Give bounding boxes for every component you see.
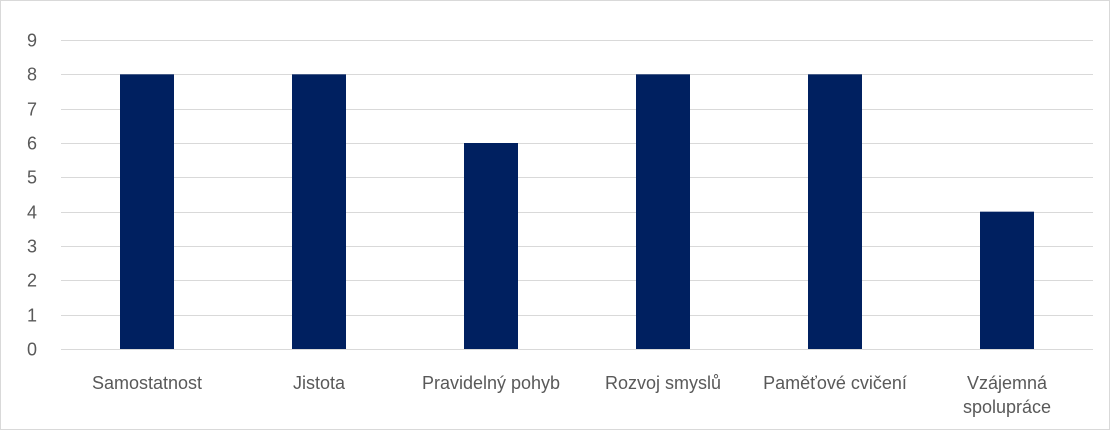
y-tick-label: 2	[27, 271, 37, 291]
bar	[808, 74, 862, 349]
y-tick-label: 5	[27, 168, 37, 188]
y-tick-label: 3	[27, 237, 37, 257]
bar	[980, 211, 1034, 349]
y-tick-label: 8	[27, 65, 37, 85]
x-tick-label: Vzájemná	[967, 373, 1048, 393]
y-tick-label: 6	[27, 134, 37, 154]
x-tick-label: Jistota	[293, 373, 346, 393]
x-tick-label: Paměťové cvičení	[763, 373, 907, 393]
bar	[464, 143, 518, 349]
y-tick-label: 9	[27, 31, 37, 51]
y-tick-label: 0	[27, 340, 37, 360]
x-tick-label: Pravidelný pohyb	[422, 373, 560, 393]
bar	[636, 74, 690, 349]
bar	[292, 74, 346, 349]
x-tick-label: Rozvoj smyslů	[605, 373, 721, 393]
bar	[120, 74, 174, 349]
y-tick-label: 7	[27, 100, 37, 120]
x-tick-label: spolupráce	[963, 397, 1051, 417]
y-tick-label: 4	[27, 203, 37, 223]
x-tick-label: Samostatnost	[92, 373, 202, 393]
y-tick-label: 1	[27, 306, 37, 326]
